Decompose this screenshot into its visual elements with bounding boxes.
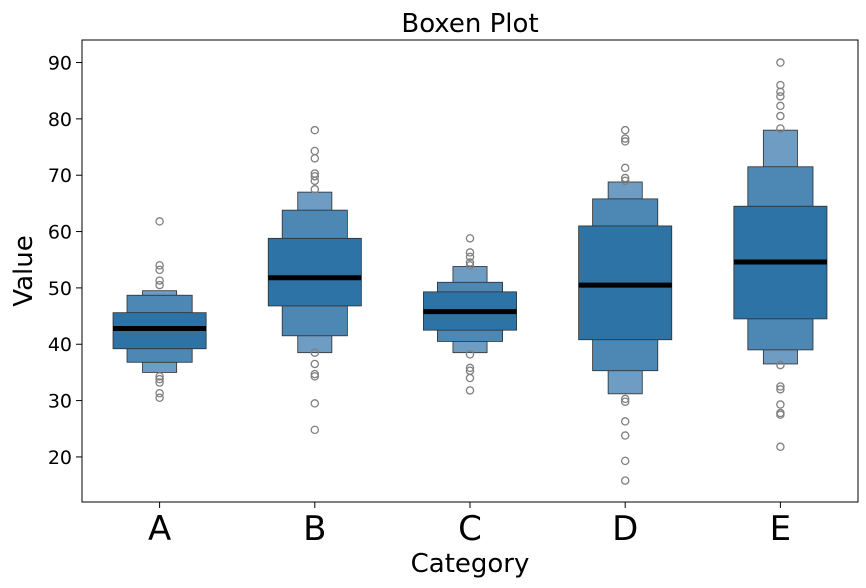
- boxen-group-e: [733, 58, 828, 452]
- outlier-point: [310, 125, 320, 135]
- outlier-point: [776, 410, 785, 419]
- x-tick-label: E: [770, 509, 791, 549]
- outlier-point: [620, 176, 630, 186]
- outlier-point: [776, 382, 785, 391]
- outlier-point: [155, 374, 164, 384]
- outlier-point: [776, 58, 785, 67]
- y-tick-label: 80: [48, 109, 72, 131]
- outlier-point: [155, 261, 164, 270]
- y-axis-label: Value: [9, 235, 39, 306]
- outlier-point: [310, 425, 320, 435]
- outlier-point: [310, 185, 320, 194]
- outlier-point: [310, 154, 320, 163]
- outlier-point: [620, 397, 630, 406]
- outlier-point: [776, 92, 785, 101]
- outlier-point: [465, 373, 475, 383]
- outlier-point: [310, 172, 320, 181]
- x-tick-label: A: [148, 509, 171, 549]
- outlier-point: [155, 378, 164, 387]
- outlier-point: [310, 176, 320, 186]
- outlier-point: [620, 173, 630, 183]
- outlier-point: [620, 163, 630, 173]
- outlier-point: [310, 399, 320, 408]
- outlier-point: [155, 393, 164, 403]
- outlier-point: [620, 134, 630, 143]
- outlier-point: [620, 137, 630, 146]
- outlier-point: [776, 124, 785, 133]
- boxen-group-d: [578, 125, 673, 485]
- outlier-point: [620, 476, 630, 485]
- x-axis: A B C D E: [148, 502, 791, 549]
- y-tick-label: 30: [48, 391, 72, 413]
- boxen-group-c: [423, 234, 517, 395]
- outlier-point: [155, 276, 164, 285]
- outlier-point: [155, 217, 164, 226]
- x-axis-label: Category: [411, 549, 530, 579]
- x-tick-label: C: [458, 509, 482, 549]
- outlier-point: [776, 101, 785, 111]
- x-tick-label: D: [612, 509, 638, 549]
- x-tick-label: B: [303, 509, 326, 549]
- outlier-point: [620, 417, 630, 426]
- outlier-point: [465, 252, 475, 262]
- outlier-point: [310, 369, 320, 379]
- outlier-point: [155, 265, 164, 275]
- outlier-point: [620, 456, 630, 466]
- box-level-1: [267, 237, 362, 307]
- outlier-point: [776, 385, 785, 394]
- outlier-point: [776, 360, 785, 370]
- y-tick-label: 50: [48, 278, 72, 300]
- y-tick-label: 90: [48, 53, 72, 75]
- chart-title: Boxen Plot: [401, 9, 538, 39]
- outlier-point: [155, 280, 164, 290]
- outlier-point: [465, 261, 475, 270]
- outlier-point: [465, 258, 475, 267]
- outlier-point: [155, 389, 164, 398]
- outlier-point: [776, 111, 785, 121]
- outlier-point: [310, 146, 320, 156]
- y-tick-label: 40: [48, 334, 72, 356]
- y-tick-label: 60: [48, 222, 72, 244]
- outlier-point: [465, 363, 475, 373]
- outlier-point: [310, 348, 320, 357]
- outlier-point: [465, 234, 475, 243]
- outlier-point: [620, 394, 630, 404]
- boxen-group-a: [112, 217, 207, 403]
- outlier-point: [620, 431, 630, 440]
- plot-area: [112, 58, 828, 485]
- outlier-point: [310, 359, 320, 369]
- outlier-point: [465, 248, 475, 257]
- outlier-point: [155, 372, 164, 381]
- y-tick-label: 20: [48, 447, 72, 469]
- outlier-point: [465, 386, 475, 395]
- outlier-point: [776, 400, 785, 409]
- outlier-point: [310, 372, 320, 381]
- y-axis: 20 30 40 50 60 70 80 90: [48, 53, 82, 469]
- outlier-point: [620, 125, 630, 135]
- boxen-group-b: [267, 125, 362, 435]
- outlier-point: [776, 442, 785, 452]
- y-tick-label: 70: [48, 165, 72, 187]
- outlier-point: [776, 87, 785, 97]
- outlier-point: [465, 350, 475, 359]
